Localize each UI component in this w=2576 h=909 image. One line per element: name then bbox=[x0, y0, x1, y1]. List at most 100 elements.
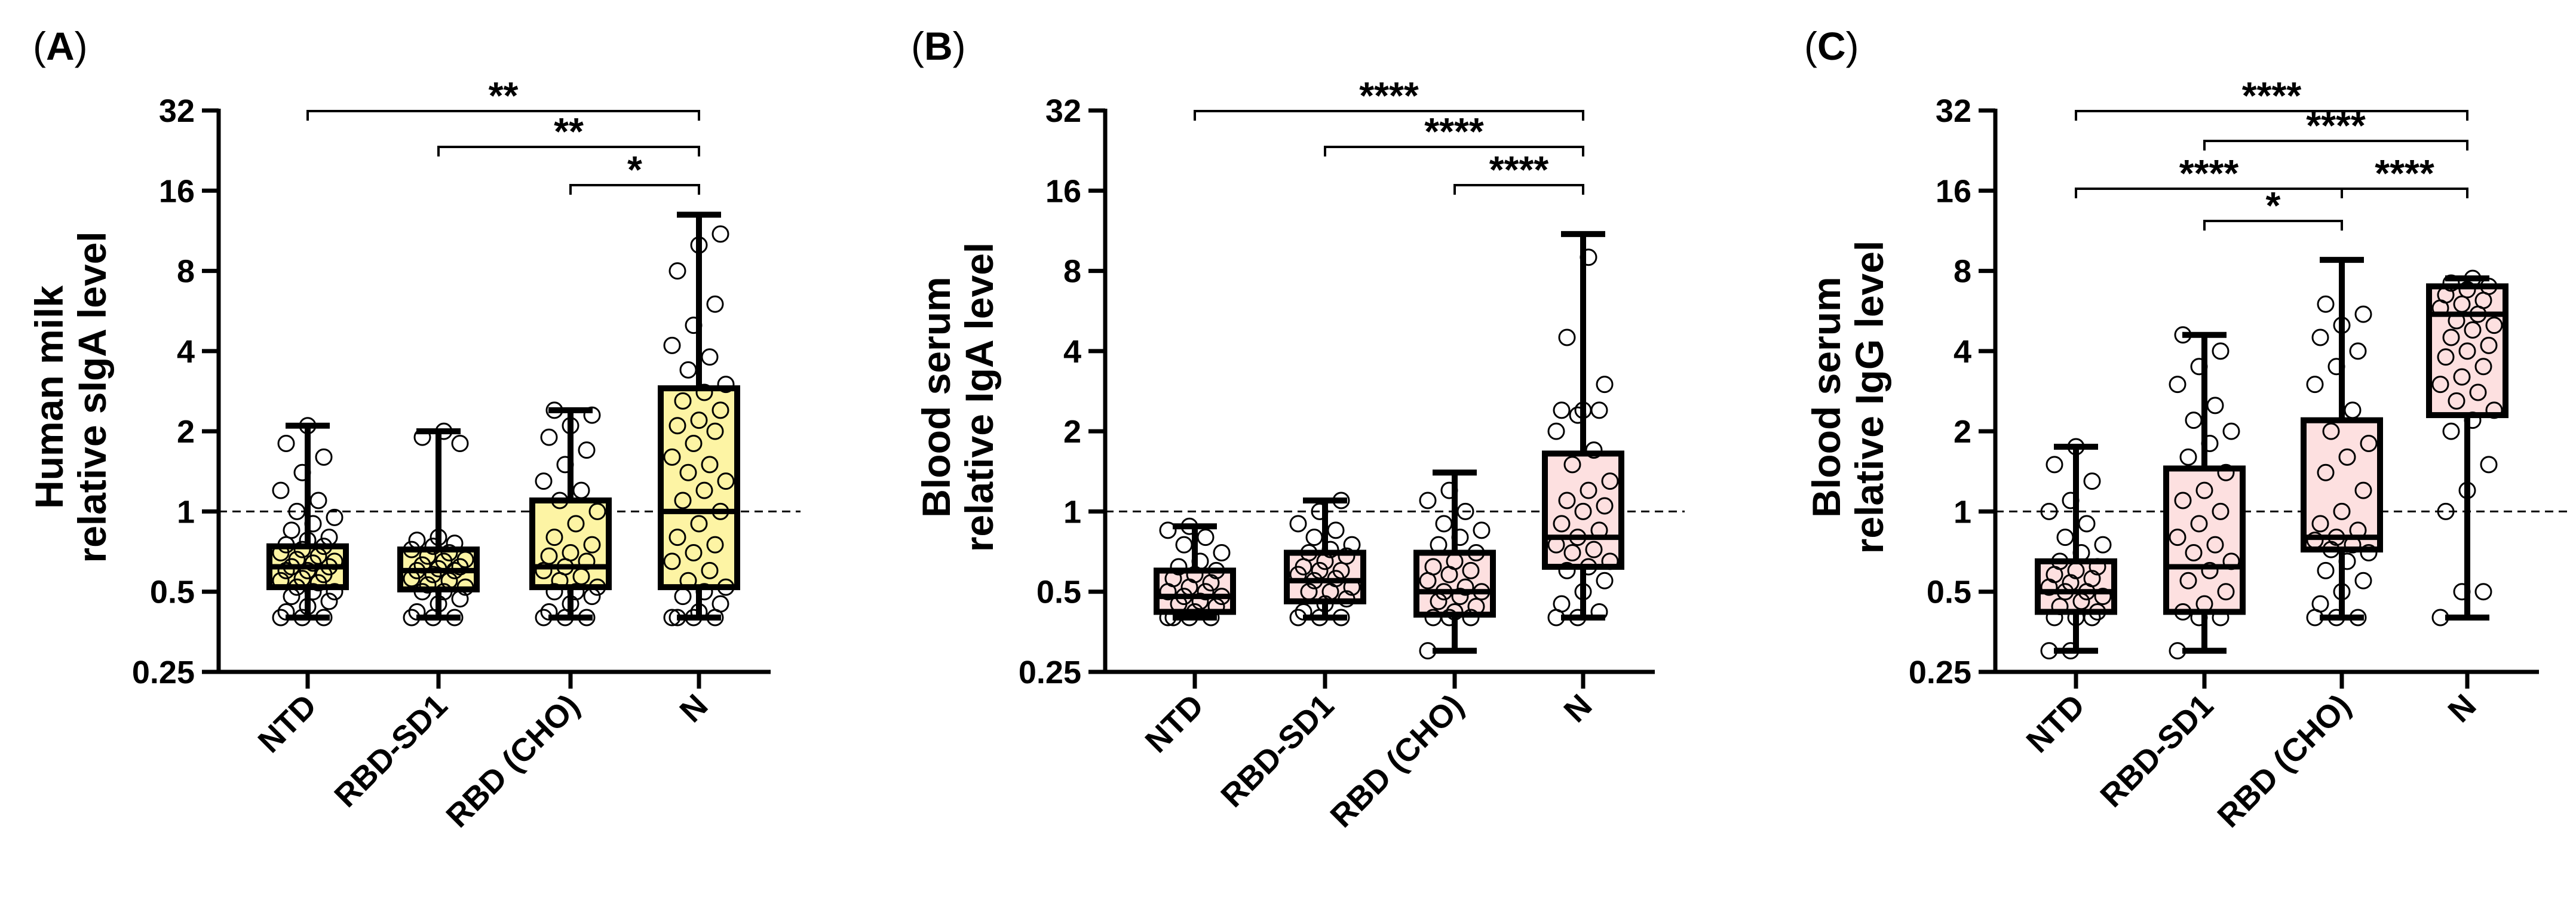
data-point bbox=[668, 609, 686, 627]
data-point bbox=[1451, 529, 1469, 546]
data-point bbox=[277, 435, 295, 453]
data-point bbox=[588, 502, 606, 520]
data-point bbox=[1553, 401, 1571, 419]
data-point bbox=[2480, 336, 2498, 354]
data-point bbox=[556, 456, 574, 474]
data-point bbox=[679, 572, 697, 589]
data-point bbox=[2474, 358, 2492, 376]
data-point bbox=[2474, 583, 2492, 601]
y-tick-label: 2 bbox=[1954, 414, 1971, 450]
y-tick-label: 1 bbox=[1954, 494, 1971, 530]
data-point bbox=[1170, 558, 1188, 576]
data-point bbox=[451, 590, 469, 608]
data-point bbox=[1585, 441, 1603, 459]
data-point bbox=[435, 422, 453, 440]
data-point bbox=[2448, 312, 2465, 330]
data-point bbox=[2480, 277, 2498, 295]
data-point bbox=[578, 441, 596, 459]
data-point bbox=[1300, 583, 1318, 601]
data-point bbox=[551, 492, 569, 509]
data-point bbox=[320, 529, 338, 546]
data-point bbox=[2195, 481, 2213, 499]
data-point bbox=[304, 583, 322, 601]
data-point bbox=[1207, 597, 1225, 615]
data-point bbox=[283, 521, 300, 539]
data-point bbox=[435, 552, 453, 570]
data-point bbox=[717, 578, 735, 596]
data-point bbox=[413, 556, 431, 574]
data-point bbox=[2217, 463, 2235, 481]
data-point bbox=[2333, 502, 2351, 520]
data-point bbox=[1197, 529, 1215, 546]
category-label: N bbox=[673, 687, 714, 729]
data-point bbox=[440, 572, 458, 589]
data-point bbox=[578, 609, 596, 627]
data-point bbox=[663, 448, 681, 466]
data-point bbox=[1473, 583, 1491, 601]
significance-bracket bbox=[1453, 184, 1584, 195]
y-axis-label-line2: relative IgG level bbox=[1847, 241, 1891, 554]
y-axis-label: Blood serumrelative IgA level bbox=[914, 242, 1001, 552]
data-point bbox=[2453, 368, 2471, 386]
data-point bbox=[701, 456, 719, 474]
data-point bbox=[2094, 588, 2112, 606]
data-point bbox=[419, 576, 437, 594]
data-point bbox=[1316, 552, 1334, 570]
data-point bbox=[272, 572, 290, 589]
data-point bbox=[2190, 515, 2208, 533]
data-point bbox=[1159, 521, 1177, 539]
data-point bbox=[712, 595, 729, 613]
data-point bbox=[1332, 492, 1350, 509]
category-label: RBD (CHO) bbox=[1323, 687, 1470, 834]
significance-label: **** bbox=[1359, 74, 1419, 117]
data-point bbox=[685, 317, 703, 334]
data-point bbox=[2083, 570, 2101, 588]
data-point bbox=[706, 422, 724, 440]
data-point bbox=[674, 588, 692, 606]
data-point bbox=[288, 502, 306, 520]
data-point bbox=[2072, 544, 2090, 562]
data-point bbox=[668, 529, 686, 546]
data-point bbox=[326, 508, 344, 526]
data-point bbox=[1213, 588, 1231, 606]
data-point bbox=[288, 551, 306, 569]
data-point bbox=[446, 609, 464, 627]
y-axis-label: Blood serumrelative IgG level bbox=[1804, 241, 1891, 554]
data-point bbox=[2067, 609, 2085, 627]
category-label: RBD-SD1 bbox=[2093, 687, 2220, 814]
data-point bbox=[2169, 376, 2186, 394]
data-point bbox=[326, 583, 344, 601]
data-point bbox=[2333, 583, 2351, 601]
data-point bbox=[588, 578, 606, 596]
data-point bbox=[2349, 521, 2367, 539]
panel-label: (C) bbox=[1804, 24, 1859, 68]
data-point bbox=[2089, 558, 2106, 576]
y-tick-label: 0.5 bbox=[150, 575, 195, 610]
data-point bbox=[679, 361, 697, 379]
data-point bbox=[2174, 603, 2192, 621]
data-point bbox=[717, 472, 735, 490]
data-point bbox=[1580, 248, 1597, 266]
data-point bbox=[540, 428, 558, 446]
data-point bbox=[712, 401, 729, 419]
data-point bbox=[1547, 536, 1565, 554]
data-point bbox=[572, 567, 590, 585]
data-point bbox=[2464, 411, 2482, 429]
data-point bbox=[451, 435, 469, 453]
data-point bbox=[2067, 561, 2085, 579]
data-point bbox=[1186, 603, 1204, 621]
significance-label: * bbox=[627, 148, 642, 191]
data-point bbox=[1327, 521, 1345, 539]
data-point bbox=[2344, 401, 2362, 419]
data-point bbox=[663, 552, 681, 570]
data-point bbox=[1435, 583, 1453, 601]
significance-label: * bbox=[2266, 184, 2281, 227]
data-point bbox=[2338, 448, 2356, 466]
data-point bbox=[1574, 401, 1592, 419]
data-point bbox=[1446, 552, 1464, 570]
data-point bbox=[1569, 406, 1587, 424]
data-point bbox=[1558, 561, 1576, 579]
data-point bbox=[1601, 552, 1619, 570]
data-point bbox=[1462, 609, 1480, 627]
box bbox=[2301, 417, 2383, 553]
